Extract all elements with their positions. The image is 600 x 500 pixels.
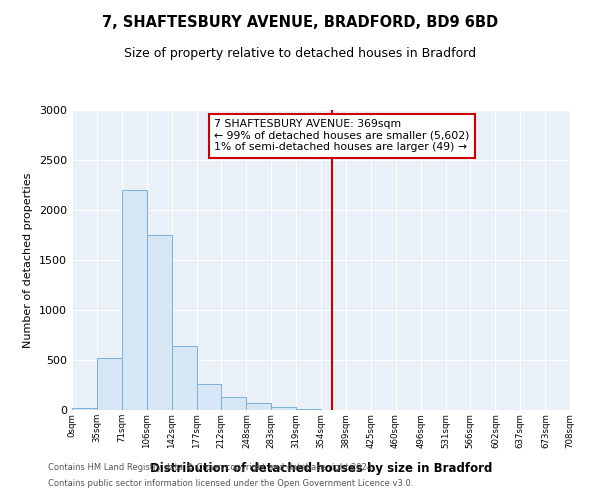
Bar [197, 384, 221, 410]
Bar [146, 235, 172, 410]
Y-axis label: Number of detached properties: Number of detached properties [23, 172, 34, 348]
Bar [97, 358, 122, 410]
Text: 7, SHAFTESBURY AVENUE, BRADFORD, BD9 6BD: 7, SHAFTESBURY AVENUE, BRADFORD, BD9 6BD [102, 15, 498, 30]
Bar [271, 407, 296, 410]
Bar [247, 402, 271, 410]
Bar [172, 346, 197, 410]
Bar [122, 190, 146, 410]
Bar [296, 408, 321, 410]
Text: Size of property relative to detached houses in Bradford: Size of property relative to detached ho… [124, 48, 476, 60]
Text: Contains HM Land Registry data © Crown copyright and database right 2024.: Contains HM Land Registry data © Crown c… [48, 464, 374, 472]
Text: Contains public sector information licensed under the Open Government Licence v3: Contains public sector information licen… [48, 478, 413, 488]
X-axis label: Distribution of detached houses by size in Bradford: Distribution of detached houses by size … [150, 462, 492, 474]
Bar [72, 408, 97, 410]
Bar [221, 397, 247, 410]
Text: 7 SHAFTESBURY AVENUE: 369sqm
← 99% of detached houses are smaller (5,602)
1% of : 7 SHAFTESBURY AVENUE: 369sqm ← 99% of de… [214, 119, 469, 152]
